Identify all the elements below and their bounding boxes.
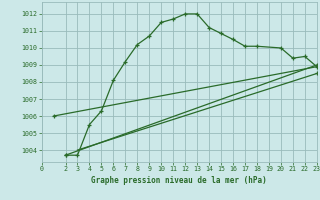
X-axis label: Graphe pression niveau de la mer (hPa): Graphe pression niveau de la mer (hPa)	[91, 176, 267, 185]
